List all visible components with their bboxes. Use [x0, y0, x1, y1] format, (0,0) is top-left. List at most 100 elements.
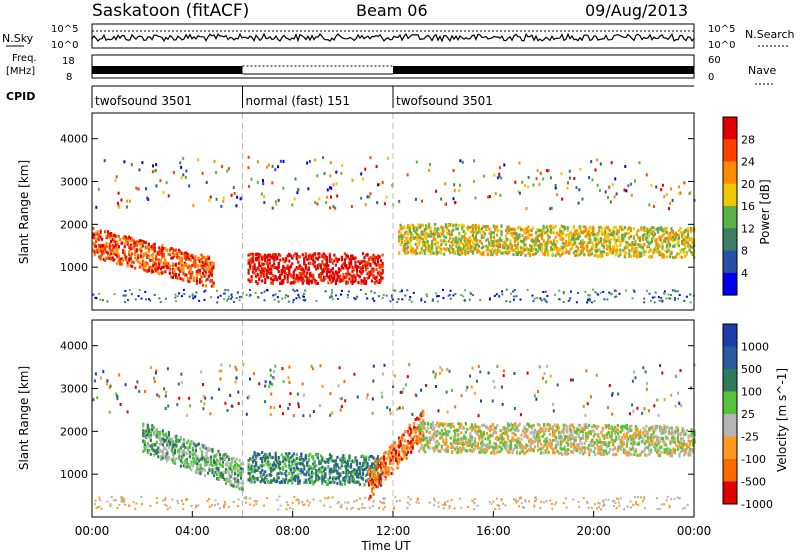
heatmap-cell: [148, 449, 151, 453]
heatmap-cell: [261, 475, 264, 478]
heatmap-cell: [324, 467, 327, 471]
heatmap-cell: [634, 179, 636, 183]
cpid-segment-label: twofsound 3501: [396, 94, 493, 108]
heatmap-cell: [434, 232, 437, 236]
heatmap-cell: [587, 227, 590, 231]
heatmap-cell: [210, 273, 214, 277]
heatmap-cell: [488, 227, 491, 231]
heatmap-cell: [656, 243, 660, 247]
heatmap-cell: [593, 237, 596, 241]
heatmap-cell: [527, 236, 530, 240]
heatmap-cell: [349, 254, 353, 258]
heatmap-cell: [351, 279, 354, 283]
heatmap-cell: [161, 252, 164, 256]
heatmap-cell: [122, 251, 125, 254]
heatmap-cell: [339, 473, 342, 477]
heatmap-cell: [433, 437, 436, 441]
colorbar-segment: [723, 272, 737, 296]
heatmap-cell: [538, 182, 541, 186]
heatmap-cell: [322, 256, 325, 260]
heatmap-cell: [414, 440, 417, 444]
heatmap-cell: [209, 269, 212, 273]
heatmap-cell: [274, 200, 277, 204]
heatmap-cell: [189, 265, 192, 269]
heatmap-cell: [292, 459, 295, 463]
heatmap-cell: [323, 172, 326, 176]
heatmap-cell: [288, 272, 291, 276]
heatmap-cell: [416, 232, 419, 236]
heatmap-cell: [153, 242, 156, 246]
heatmap-cell: [562, 237, 565, 241]
heatmap-cell: [486, 248, 489, 252]
colorbar-tick-label: 20: [741, 178, 755, 191]
heatmap-cell: [101, 247, 104, 251]
heatmap-cell: [192, 260, 195, 264]
heatmap-cell: [340, 278, 343, 282]
heatmap-cell: [349, 473, 353, 477]
heatmap-cell: [398, 460, 401, 464]
heatmap-cell: [351, 254, 354, 258]
heatmap-cell: [449, 422, 452, 426]
heatmap-cell: [659, 251, 663, 255]
heatmap-cell: [521, 234, 524, 238]
heatmap-cell: [684, 245, 687, 249]
heatmap-cell: [604, 190, 607, 194]
heatmap-cell: [390, 454, 393, 458]
heatmap-cell: [368, 195, 371, 199]
heatmap-cell: [295, 252, 298, 256]
heatmap-cell: [256, 467, 259, 470]
heatmap-cell: [297, 478, 300, 482]
heatmap-cell: [643, 229, 646, 232]
heatmap-cell: [447, 248, 450, 251]
heatmap-cell: [93, 250, 96, 254]
heatmap-cell: [443, 239, 446, 243]
heatmap-cell: [247, 259, 250, 263]
heatmap-cell: [595, 243, 598, 247]
heatmap-cell: [116, 254, 119, 258]
heatmap-cell: [358, 269, 362, 273]
heatmap-cell: [231, 472, 234, 476]
heatmap-cell: [145, 445, 148, 449]
heatmap-cell: [218, 453, 222, 456]
heatmap-cell: [366, 272, 369, 276]
heatmap-cell: [324, 276, 327, 279]
heatmap-cell: [258, 453, 261, 456]
heatmap-cell: [102, 251, 105, 255]
heatmap-cell: [367, 275, 371, 279]
heatmap-cell: [542, 252, 545, 256]
heatmap-cell: [563, 244, 566, 248]
heatmap-cell: [432, 234, 435, 238]
heatmap-cell: [407, 446, 410, 450]
heatmap-cell: [185, 452, 188, 456]
heatmap-cell: [634, 243, 637, 246]
heatmap-cell: [315, 471, 318, 475]
heatmap-cell: [656, 250, 660, 254]
heatmap-cell: [98, 238, 101, 242]
heatmap-cell: [584, 244, 587, 248]
heatmap-cell: [389, 456, 392, 460]
heatmap-cell: [249, 258, 252, 262]
heatmap-cell: [158, 442, 161, 446]
heatmap-cell: [319, 454, 322, 458]
heatmap-cell: [124, 301, 127, 303]
heatmap-cell: [372, 480, 375, 484]
heatmap-cell: [327, 281, 330, 285]
heatmap-cell: [342, 455, 345, 459]
heatmap-cell: [532, 252, 535, 256]
heatmap-cell: [604, 226, 607, 230]
y-tick-label: 1000: [60, 261, 88, 274]
heatmap-cell: [527, 248, 530, 252]
heatmap-cell: [110, 240, 113, 243]
heatmap-cell: [358, 467, 362, 471]
heatmap-cell: [264, 277, 267, 281]
heatmap-cell: [605, 235, 608, 239]
heatmap-cell: [130, 293, 133, 296]
heatmap-cell: [422, 419, 425, 423]
heatmap-cell: [445, 429, 448, 433]
heatmap-cell: [681, 233, 684, 237]
heatmap-cell: [614, 295, 617, 298]
heatmap-cell: [194, 255, 197, 259]
heatmap-cell: [220, 204, 223, 208]
heatmap-cell: [562, 292, 565, 295]
heatmap-cell: [638, 236, 641, 240]
